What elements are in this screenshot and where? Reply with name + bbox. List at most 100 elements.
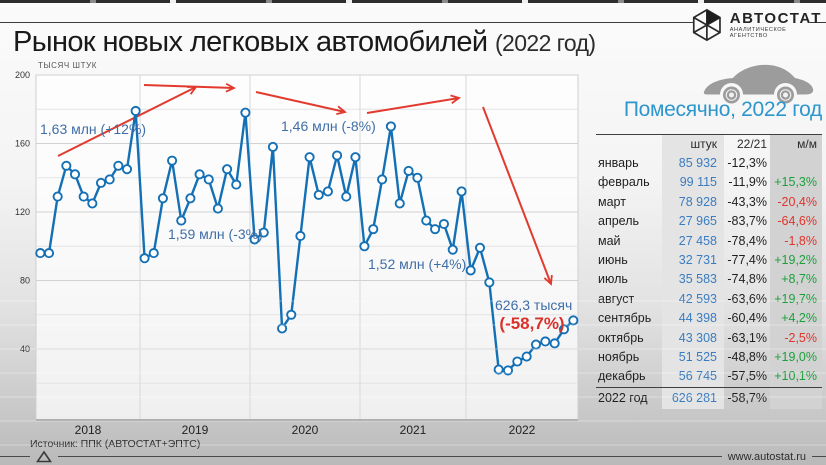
svg-text:2022: 2022 bbox=[509, 423, 536, 437]
cell-mom: +10,1% bbox=[770, 367, 822, 387]
cell-units: 43 308 bbox=[662, 328, 724, 348]
top-edge-strip bbox=[0, 0, 826, 3]
table-row: апрель 27 965 -83,7% -64,6% bbox=[596, 212, 822, 232]
svg-text:120: 120 bbox=[15, 207, 30, 217]
cell-units: 99 115 bbox=[662, 173, 724, 193]
cell-yoy: -48,8% bbox=[727, 349, 767, 364]
trend-arrow-2020 bbox=[255, 91, 347, 116]
triangle-icon bbox=[36, 450, 52, 463]
cell-month: апрель bbox=[598, 214, 640, 229]
total-yoy: -58,7% bbox=[727, 390, 767, 405]
cell-units: 32 731 bbox=[662, 250, 724, 271]
trend-arrow-2022 bbox=[482, 106, 553, 286]
table-row: июнь 32 731 -77,4% +19,2% bbox=[596, 250, 822, 271]
table-total-row: 2022 год 626 281 -58,7% bbox=[596, 386, 822, 409]
cell-mom: +19,2% bbox=[770, 250, 822, 271]
cell-month: ноябрь bbox=[598, 349, 640, 364]
logo-tagline: АНАЛИТИЧЕСКОЕ АГЕНТСТВО bbox=[729, 26, 787, 39]
sales-line-chart: 40 80 120 160 200 ТЫСЯЧ ШТУК 2018 2019 2020 2021 2… bbox=[15, 61, 579, 437]
table-row: июль 35 583 -74,8% +8,7% bbox=[596, 270, 822, 290]
annotation-2018: 1,63 млн (+12%) bbox=[40, 121, 147, 137]
trend-arrows bbox=[57, 82, 553, 286]
cell-yoy: -63,1% bbox=[727, 330, 767, 345]
cell-units: 56 745 bbox=[662, 367, 724, 387]
table-row: сентябрь 44 398 -60,4% +4,2% bbox=[596, 309, 822, 329]
cell-yoy: -12,3% bbox=[727, 156, 767, 170]
cell-units: 35 583 bbox=[662, 270, 724, 290]
cell-mom: -1,8% bbox=[770, 231, 822, 251]
page-title-main: Рынок новых легковых автомобилей bbox=[13, 26, 488, 58]
cell-month: январь bbox=[598, 156, 639, 170]
table-row: август 42 593 -63,6% +19,7% bbox=[596, 289, 822, 310]
table-row: май 27 458 -78,4% -1,8% bbox=[596, 231, 822, 251]
car-icon bbox=[703, 64, 814, 104]
cell-mom: -20,4% bbox=[770, 192, 822, 213]
footer-rule-3 bbox=[812, 456, 826, 457]
cell-month: май bbox=[598, 233, 621, 248]
header-mom: м/м bbox=[770, 135, 822, 154]
table-row: январь 85 932 -12,3% bbox=[596, 154, 822, 174]
cell-yoy: -43,3% bbox=[727, 194, 767, 209]
header-month bbox=[596, 135, 662, 154]
header-units: штук bbox=[662, 135, 724, 154]
page-title-year: (2022 год) bbox=[494, 30, 596, 56]
cell-yoy: -77,4% bbox=[727, 252, 767, 267]
svg-text:2021: 2021 bbox=[400, 423, 427, 437]
cell-units: 78 928 bbox=[662, 192, 724, 213]
chart-grid bbox=[35, 74, 579, 421]
svg-text:80: 80 bbox=[20, 276, 30, 286]
source-note: Источник: ППК (АВТОСТАТ+ЭПТС) bbox=[30, 438, 201, 450]
svg-text:200: 200 bbox=[15, 70, 30, 80]
page-title: Рынок новых легковых автомобилей (2022 г… bbox=[13, 26, 596, 59]
cell-mom: +15,3% bbox=[770, 173, 822, 193]
annotation-2020: 1,46 млн (-8%) bbox=[281, 118, 376, 134]
cell-yoy: -57,5% bbox=[727, 369, 767, 384]
chart-axis-labels: 40 80 120 160 200 ТЫСЯЧ ШТУК 2018 2019 2020 2021 2… bbox=[15, 61, 536, 437]
cell-units: 44 398 bbox=[662, 309, 724, 329]
cell-yoy: -83,7% bbox=[727, 214, 767, 229]
svg-text:2020: 2020 bbox=[292, 423, 319, 437]
cell-month: август bbox=[598, 291, 635, 306]
cell-units: 27 458 bbox=[662, 231, 724, 251]
cell-month: декабрь bbox=[598, 369, 646, 384]
svg-text:2018: 2018 bbox=[75, 423, 102, 437]
annotation-2022: 626,3 тысяч (-58,7%) bbox=[495, 297, 573, 334]
cell-month: июль bbox=[598, 272, 628, 287]
cell-month: февраль bbox=[598, 175, 650, 190]
cell-yoy: -74,8% bbox=[727, 272, 767, 287]
table-header-row: штук 22/21 м/м bbox=[596, 134, 822, 154]
cell-yoy: -63,6% bbox=[727, 291, 767, 306]
logo-name: АВТОСТАТ bbox=[729, 9, 822, 27]
header-yoy: 22/21 bbox=[736, 137, 767, 151]
cell-units: 85 932 bbox=[662, 154, 724, 174]
svg-text:40: 40 bbox=[20, 344, 30, 354]
monthly-table: штук 22/21 м/м январь 85 932 -12,3% февр… bbox=[596, 134, 822, 409]
annotation-2022-value: 626,3 тысяч bbox=[495, 297, 573, 313]
cell-month: сентябрь bbox=[598, 311, 652, 326]
total-mom bbox=[770, 387, 822, 409]
annotation-2019: 1,59 млн (-3%) bbox=[168, 226, 263, 242]
table-row: февраль 99 115 -11,9% +15,3% bbox=[596, 173, 822, 193]
cell-mom: -2,5% bbox=[770, 328, 822, 348]
cell-mom: +19,7% bbox=[770, 289, 822, 310]
table-row: декабрь 56 745 -57,5% +10,1% bbox=[596, 367, 822, 387]
cell-units: 51 525 bbox=[662, 347, 724, 368]
website-url: www.autostat.ru bbox=[727, 450, 806, 463]
svg-text:ТЫСЯЧ ШТУК: ТЫСЯЧ ШТУК bbox=[38, 61, 97, 70]
chart-series bbox=[35, 105, 579, 376]
table-body: январь 85 932 -12,3% февраль 99 115 -11,… bbox=[596, 154, 822, 387]
cell-mom: +4,2% bbox=[770, 309, 822, 329]
cell-yoy: -60,4% bbox=[727, 311, 767, 326]
header-rule-left bbox=[0, 22, 694, 23]
svg-text:160: 160 bbox=[15, 139, 30, 149]
cell-units: 27 965 bbox=[662, 212, 724, 232]
panel-title: Помесячно, 2022 год bbox=[623, 98, 822, 121]
cell-units: 42 593 bbox=[662, 289, 724, 310]
table-row: ноябрь 51 525 -48,8% +19,0% bbox=[596, 347, 822, 368]
cell-mom: +19,0% bbox=[770, 347, 822, 368]
footer-bar: www.autostat.ru bbox=[0, 450, 826, 463]
cell-yoy: -11,9% bbox=[728, 175, 767, 190]
cell-month: июнь bbox=[598, 252, 628, 267]
total-label: 2022 год bbox=[598, 390, 648, 405]
